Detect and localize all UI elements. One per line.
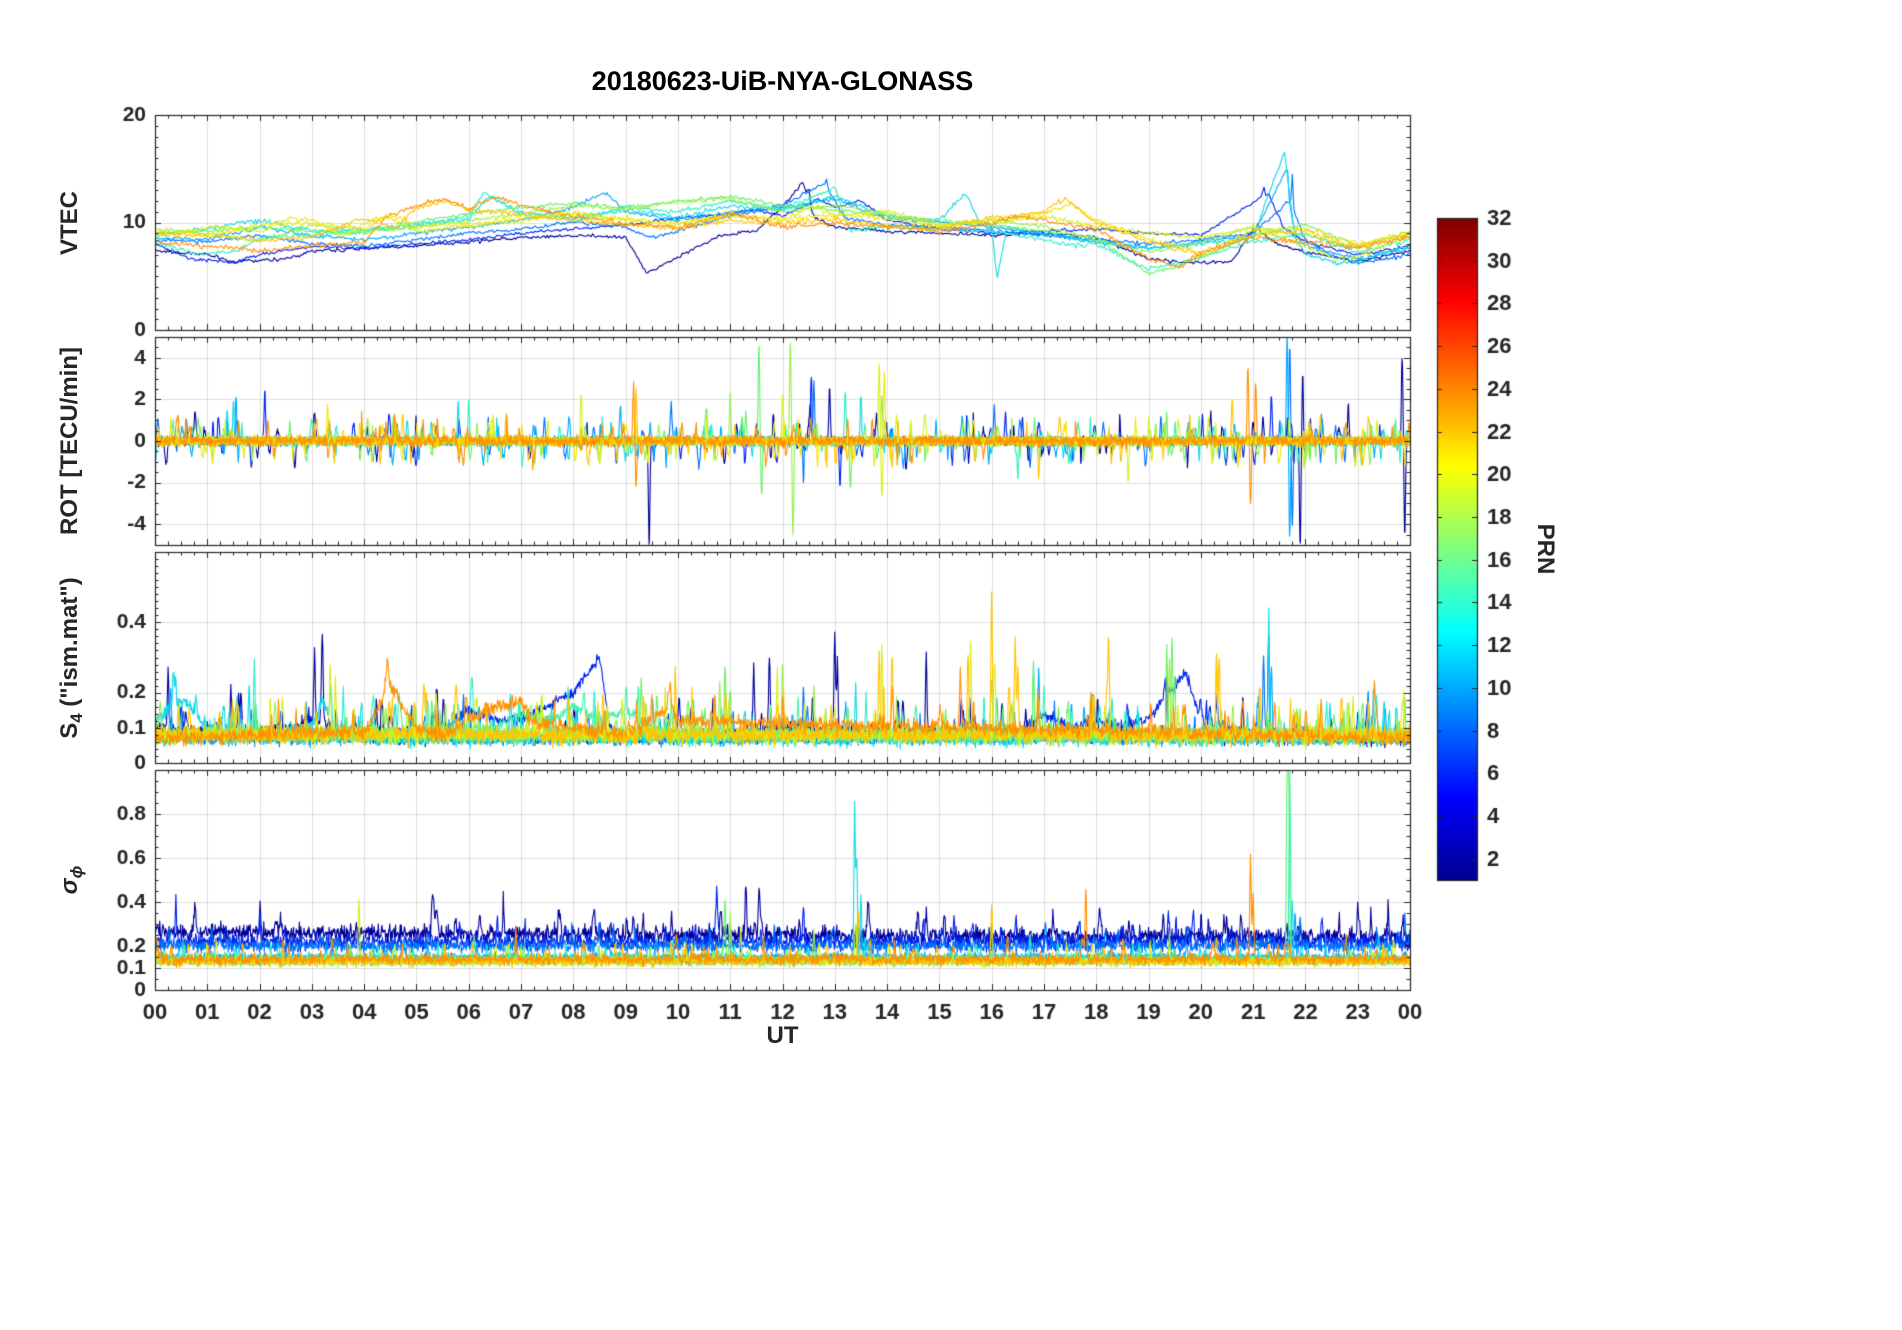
figure: 20180623-UiB-NYA-GLONASS UT VTEC ROT [TEC… [0,0,1902,1330]
chart-canvas [0,0,1902,1330]
